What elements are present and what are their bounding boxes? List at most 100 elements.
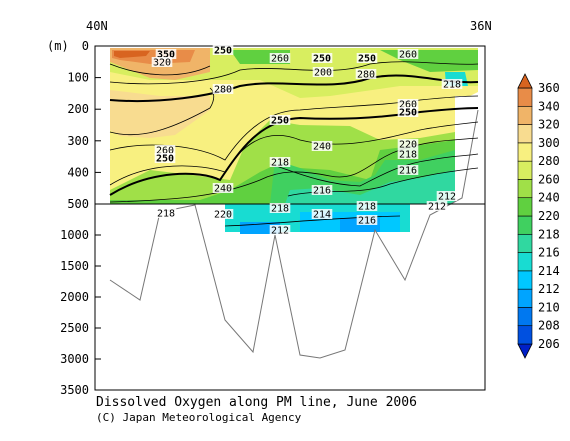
contour-label: 218 (399, 150, 417, 161)
contour-250-lower (109, 107, 479, 196)
contour-label: 260 (399, 50, 417, 61)
colorbar-tick-label: 206 (538, 337, 560, 351)
contour-label-bg (397, 99, 419, 109)
colorbar-segment (517, 215, 533, 235)
colorbar-segment (517, 160, 533, 180)
contour-label-bg (312, 67, 334, 77)
contour-label: 250 (313, 54, 331, 65)
contour-label-bg (355, 69, 377, 79)
colorbar-tick-label: 218 (538, 227, 560, 241)
plot-frame (94, 45, 486, 391)
contour-label-bg (356, 215, 378, 225)
contour-label: 250 (271, 116, 289, 127)
colorbar-segment (517, 233, 533, 253)
y-tick-label: 100 (67, 71, 89, 85)
contour-label-bg (212, 84, 234, 94)
contour-label-bg (151, 57, 173, 67)
y-tick-label: 2500 (60, 321, 89, 335)
contour-label-bg (397, 165, 419, 175)
colorbar-tick-label: 208 (538, 319, 560, 333)
y-axis-ticks: 0 100 200 300 400 500 1000 1500 2000 2500 3000 3500 (60, 39, 101, 397)
y-tick-label: 400 (67, 165, 89, 179)
contour-320 (109, 63, 211, 76)
contour-label-bg (311, 209, 333, 219)
contour-label: 200 (314, 68, 332, 79)
colorbar-segment (517, 288, 533, 308)
contour-label-bg (311, 141, 333, 151)
contour-label: 260 (156, 146, 174, 157)
colorbar-segment (517, 142, 533, 162)
colorbar-tick-label: 240 (538, 191, 560, 205)
contour-label: 220 (214, 210, 232, 221)
contour-label-bg (212, 45, 234, 55)
contour-260 (109, 95, 479, 161)
contour-label: 280 (214, 85, 232, 96)
contour-label: 214 (313, 210, 331, 221)
contour-label: 350 (157, 50, 175, 61)
y-tick-label: 300 (67, 134, 89, 148)
seafloor-mask (110, 110, 478, 390)
colorbar: 206 208 210 212 214 216 218 220 240 260 280 300 320 3… (517, 73, 560, 359)
contour-280 (109, 61, 479, 85)
contour-label-bg (311, 53, 333, 63)
contour-label: 218 (358, 202, 376, 213)
contour-label-bg (397, 49, 419, 59)
colorbar-segment (517, 105, 533, 125)
contour-label-bg (397, 139, 419, 149)
contour-label: 260 (399, 100, 417, 111)
colorbar-segment (517, 307, 533, 327)
colorbar-tick-label: 280 (538, 154, 560, 168)
colorbar-tick-label: 210 (538, 300, 560, 314)
colorbar-tick-label: 220 (538, 209, 560, 223)
contour-lines (109, 61, 479, 227)
contour-label-bg (311, 185, 333, 195)
y-tick-label: 0 (82, 39, 89, 53)
contour-label-bg (397, 149, 419, 159)
contour-label: 240 (313, 142, 331, 153)
colorbar-segment (517, 124, 533, 144)
y-tick-label: 1500 (60, 259, 89, 273)
contour-label-bg (269, 157, 291, 167)
colorbar-tick-label: 300 (538, 136, 560, 150)
contour-label: 218 (271, 158, 289, 169)
colorbar-tick-label: 320 (538, 118, 560, 132)
colorbar-segment (517, 87, 533, 107)
contour-label-bg (269, 53, 291, 63)
y-axis-label: (m) (47, 39, 69, 53)
contour-label: 280 (357, 70, 375, 81)
contour-label: 250 (214, 46, 232, 57)
chart-title: Dissolved Oxygen along PM line, June 200… (96, 395, 417, 410)
contour-label-bg (212, 209, 234, 219)
y-tick-label: 2000 (60, 290, 89, 304)
contour-label-bg (356, 201, 378, 211)
contour-label-bg (436, 191, 458, 201)
contour-label: 260 (271, 54, 289, 65)
contour-label-bg (154, 145, 176, 155)
contour-label: 212 (271, 226, 289, 237)
contour-label-bg (441, 79, 463, 89)
contour-label: 250 (156, 154, 174, 165)
top-label-right: 36N (470, 19, 492, 33)
colorbar-tick-label: 360 (538, 81, 560, 95)
contour-label-bg (356, 53, 378, 63)
contour-label-bg (269, 203, 291, 213)
contour-label-bg (269, 225, 291, 235)
contour-label: 216 (313, 186, 331, 197)
contour-label-bg (155, 208, 177, 218)
contour-label: 218 (443, 80, 461, 91)
top-label-left: 40N (86, 19, 108, 33)
contour-label: 240 (214, 184, 232, 195)
colorbar-tick-label: 340 (538, 99, 560, 113)
colorbar-tick-label: 214 (538, 264, 560, 278)
colorbar-segment (517, 252, 533, 272)
colorbar-tick-label: 212 (538, 282, 560, 296)
contour-label: 212 (428, 202, 446, 213)
colorbar-segment (517, 270, 533, 290)
contour-240 (109, 121, 479, 186)
contour-250-upper (109, 74, 479, 103)
contour-label-bg (269, 115, 291, 125)
colorbar-min-arrow (517, 343, 533, 359)
fill-layer-360 (114, 51, 150, 58)
y-tick-label: 1000 (60, 228, 89, 242)
